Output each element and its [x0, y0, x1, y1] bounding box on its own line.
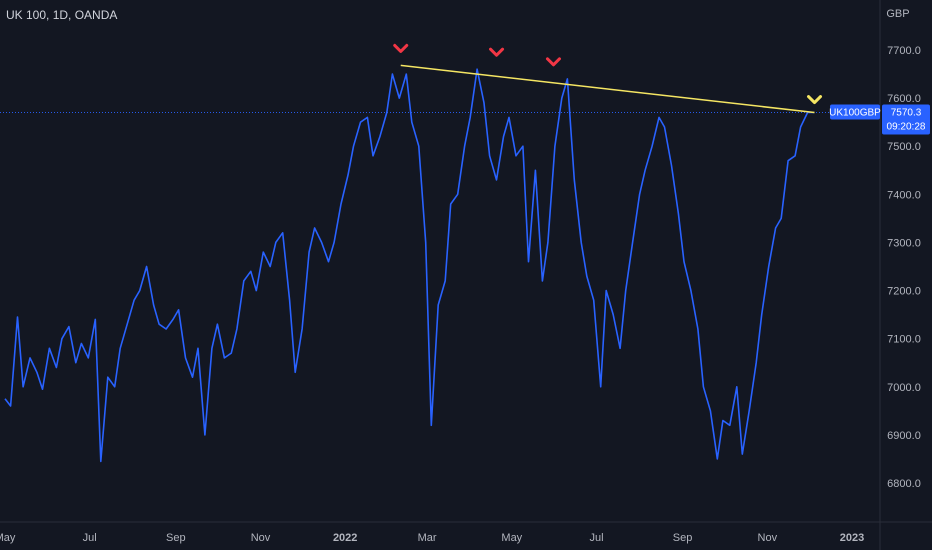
- y-tick-label: 7600.0: [887, 93, 921, 105]
- x-tick-label: Jul: [83, 532, 97, 544]
- x-tick-label: Nov: [758, 532, 778, 544]
- y-tick-label: 7100.0: [887, 334, 921, 346]
- x-tick-label: 2022: [333, 532, 357, 544]
- y-tick-label: 7700.0: [887, 45, 921, 57]
- y-tick-label: 6900.0: [887, 430, 921, 442]
- peak-marker-chevron-down-icon: [545, 57, 561, 67]
- x-tick-label: Nov: [251, 532, 271, 544]
- x-tick-label: May: [501, 532, 522, 544]
- price-tag-box: [882, 104, 930, 135]
- x-tick-label: Jul: [589, 532, 603, 544]
- symbol-tag-box: [830, 104, 880, 120]
- peak-marker-chevron-down-icon: [393, 43, 409, 53]
- current-marker-chevron-down-icon: [807, 95, 823, 105]
- x-tick-label: 2023: [840, 532, 864, 544]
- y-tick-label: 7000.0: [887, 382, 921, 394]
- y-tick-label: 6800.0: [887, 478, 921, 490]
- x-tick-label: May: [0, 532, 16, 544]
- y-tick-label: 7500.0: [887, 141, 921, 153]
- y-tick-label: 7200.0: [887, 286, 921, 298]
- x-tick-label: Mar: [418, 532, 437, 544]
- price-series-line: [4, 68, 815, 463]
- price-tag-value: 7570.3: [891, 108, 922, 119]
- peak-marker-chevron-down-icon: [489, 47, 505, 57]
- price-axis-currency: GBP: [886, 8, 909, 20]
- y-tick-label: 7300.0: [887, 237, 921, 249]
- resistance-trendline: [400, 64, 815, 114]
- x-tick-label: Sep: [166, 532, 186, 544]
- y-tick-label: 7400.0: [887, 189, 921, 201]
- symbol-title[interactable]: UK 100, 1D, OANDA: [6, 8, 118, 22]
- price-tag-countdown: 09:20:28: [887, 122, 926, 133]
- symbol-tag-label: UK100GBP: [829, 108, 881, 119]
- x-tick-label: Sep: [673, 532, 693, 544]
